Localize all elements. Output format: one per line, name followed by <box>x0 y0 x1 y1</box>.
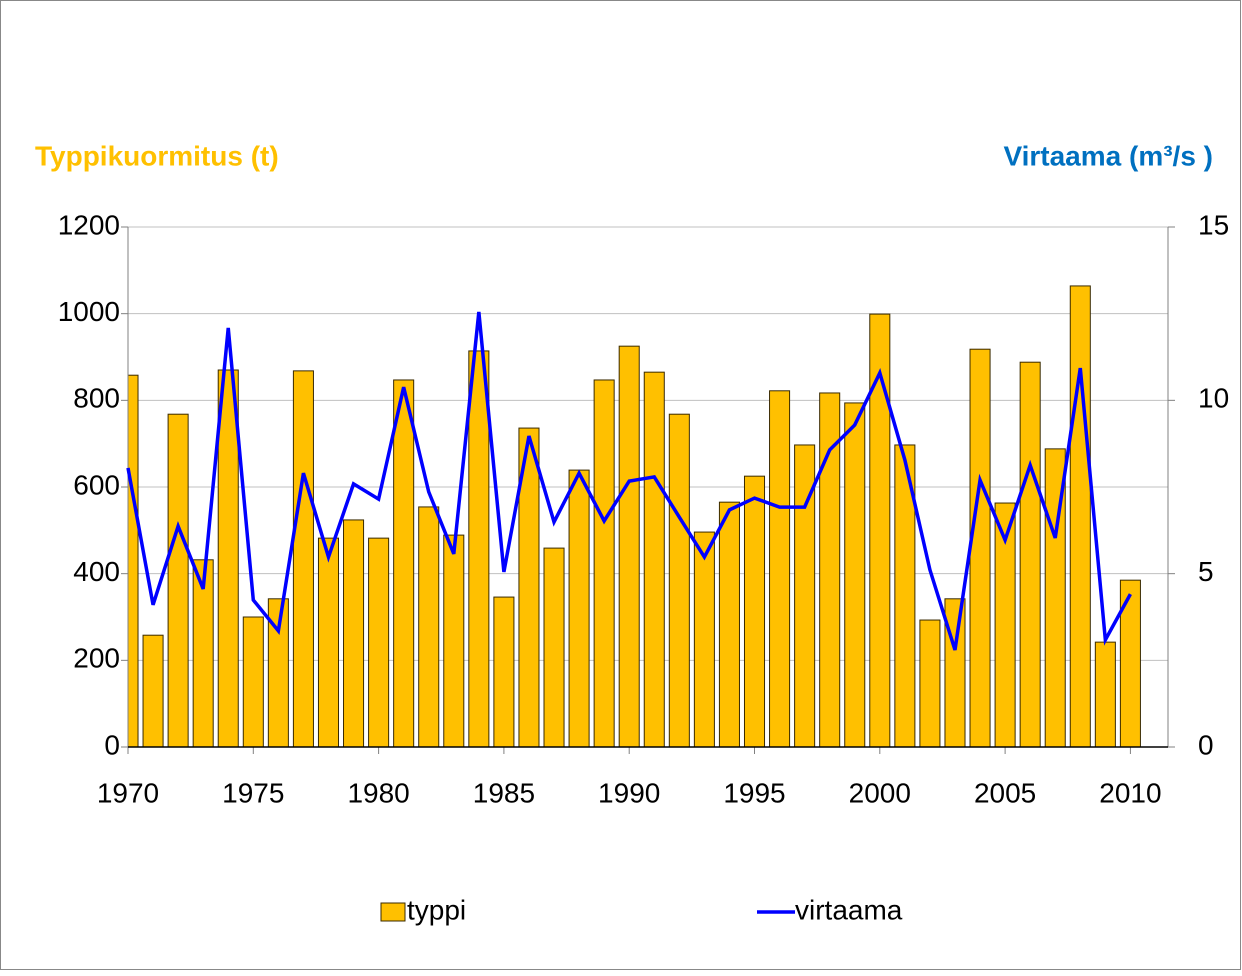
y2-axis-title: Virtaama (m³/s ) <box>1003 140 1213 171</box>
y2-tick-label: 5 <box>1198 556 1214 587</box>
bar <box>618 345 640 747</box>
x-tick-label: 1985 <box>473 777 535 808</box>
x-tick-label: 2010 <box>1099 777 1161 808</box>
bar <box>343 519 365 747</box>
x-tick-label: 1970 <box>97 777 159 808</box>
bar <box>1094 641 1116 747</box>
x-tick-label: 1995 <box>723 777 785 808</box>
bar <box>819 392 841 747</box>
legend-label: virtaama <box>795 894 903 925</box>
x-tick-label: 2005 <box>974 777 1036 808</box>
y-tick-label: 1000 <box>58 296 120 327</box>
bar <box>317 537 340 747</box>
bar <box>769 390 791 747</box>
axes: 0 200 400 600 800 1000 1200 0 5 10 15 1970 1975 1980 1… <box>58 209 1229 808</box>
bar <box>718 501 740 747</box>
y-tick-label: 400 <box>73 556 120 587</box>
y-tick-label: 1200 <box>58 209 120 240</box>
y-tick-label: 600 <box>73 469 120 500</box>
bar <box>368 537 390 747</box>
bar <box>167 413 189 747</box>
bar <box>1119 579 1141 747</box>
x-tick-label: 1975 <box>222 777 284 808</box>
bar <box>969 348 991 747</box>
bar <box>217 369 239 747</box>
bar <box>643 371 665 747</box>
x-tick-label: 1990 <box>598 777 660 808</box>
bar <box>894 444 916 747</box>
bar <box>242 616 264 747</box>
legend-label: typpi <box>407 894 466 925</box>
bar <box>568 469 590 747</box>
line <box>126 311 1132 651</box>
y2-tick-label: 10 <box>1198 383 1229 414</box>
bar <box>869 313 891 747</box>
bar <box>142 634 164 747</box>
x-tick-label: 1980 <box>347 777 409 808</box>
bar <box>443 534 465 747</box>
bar <box>493 596 515 747</box>
y2-tick-label: 15 <box>1198 209 1229 240</box>
bar <box>543 547 565 747</box>
bar <box>1069 285 1091 747</box>
bar <box>794 444 816 747</box>
bar <box>468 350 490 747</box>
y-tick-label: 0 <box>104 729 120 760</box>
y-axis-title: Typpikuormitus (t) <box>35 140 279 171</box>
bar <box>393 379 415 747</box>
bar <box>743 475 766 747</box>
bar <box>593 379 615 747</box>
x-tick-label: 2000 <box>849 777 911 808</box>
bar <box>844 402 866 747</box>
bar <box>1019 361 1041 747</box>
bars <box>128 285 1141 747</box>
bar <box>292 370 314 747</box>
legend-swatch <box>380 902 406 922</box>
bar <box>518 427 540 747</box>
bar <box>418 506 440 747</box>
y2-tick-label: 0 <box>1198 729 1214 760</box>
bar <box>944 598 966 747</box>
bar <box>668 413 690 747</box>
bar <box>919 619 941 747</box>
y-tick-label: 800 <box>73 383 120 414</box>
y-tick-label: 200 <box>73 643 120 674</box>
bar <box>693 531 715 747</box>
